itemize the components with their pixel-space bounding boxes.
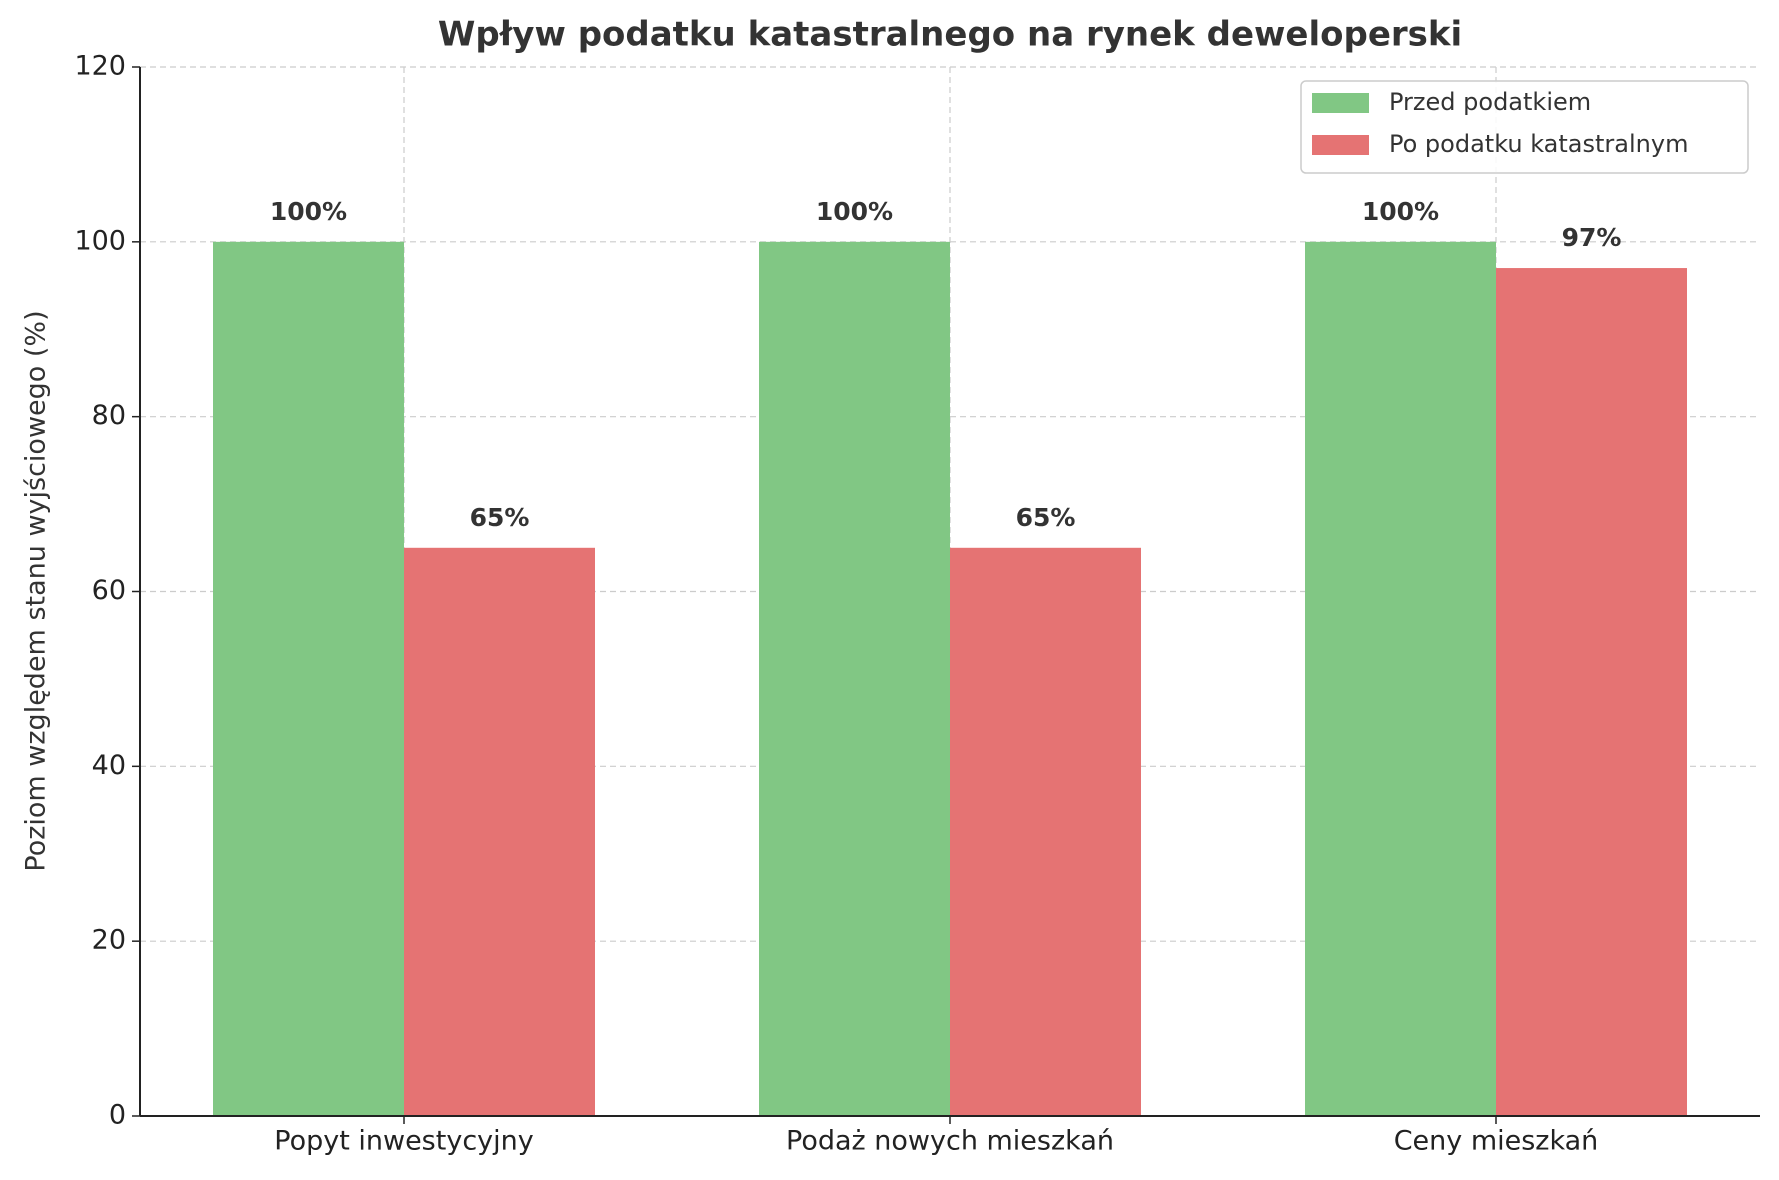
x-tick-label: Popyt inwestycyjny bbox=[274, 1126, 534, 1157]
bar bbox=[759, 241, 950, 1117]
bar bbox=[1305, 241, 1496, 1117]
y-tick-label: 40 bbox=[92, 750, 126, 781]
value-label: 100% bbox=[270, 197, 347, 226]
value-label: 100% bbox=[816, 197, 893, 226]
value-label: 97% bbox=[1562, 223, 1622, 252]
value-label: 65% bbox=[470, 503, 530, 532]
legend-swatch bbox=[1312, 93, 1369, 113]
y-tick-label: 100 bbox=[74, 225, 126, 256]
bar bbox=[213, 241, 404, 1117]
y-tick-label: 80 bbox=[92, 400, 126, 431]
bar bbox=[950, 547, 1141, 1116]
bar bbox=[1496, 268, 1687, 1116]
legend-label: Przed podatkiem bbox=[1389, 88, 1591, 116]
legend-label: Po podatku katastralnym bbox=[1389, 130, 1688, 158]
x-tick-label: Ceny mieszkań bbox=[1394, 1126, 1599, 1157]
y-tick-label: 20 bbox=[92, 925, 126, 956]
legend-swatch bbox=[1312, 135, 1369, 155]
x-tick-label: Podaż nowych mieszkań bbox=[786, 1126, 1114, 1157]
chart-title: Wpływ podatku katastralnego na rynek dew… bbox=[438, 15, 1462, 55]
value-label: 65% bbox=[1016, 503, 1076, 532]
bar bbox=[404, 547, 595, 1116]
y-tick-label: 0 bbox=[109, 1100, 126, 1131]
legend-box bbox=[1300, 80, 1749, 174]
y-tick-label: 120 bbox=[74, 51, 126, 82]
value-label: 100% bbox=[1362, 197, 1439, 226]
y-tick-label: 60 bbox=[92, 575, 126, 606]
y-axis-label: Poziom względem stanu wyjściowego (%) bbox=[21, 310, 52, 871]
